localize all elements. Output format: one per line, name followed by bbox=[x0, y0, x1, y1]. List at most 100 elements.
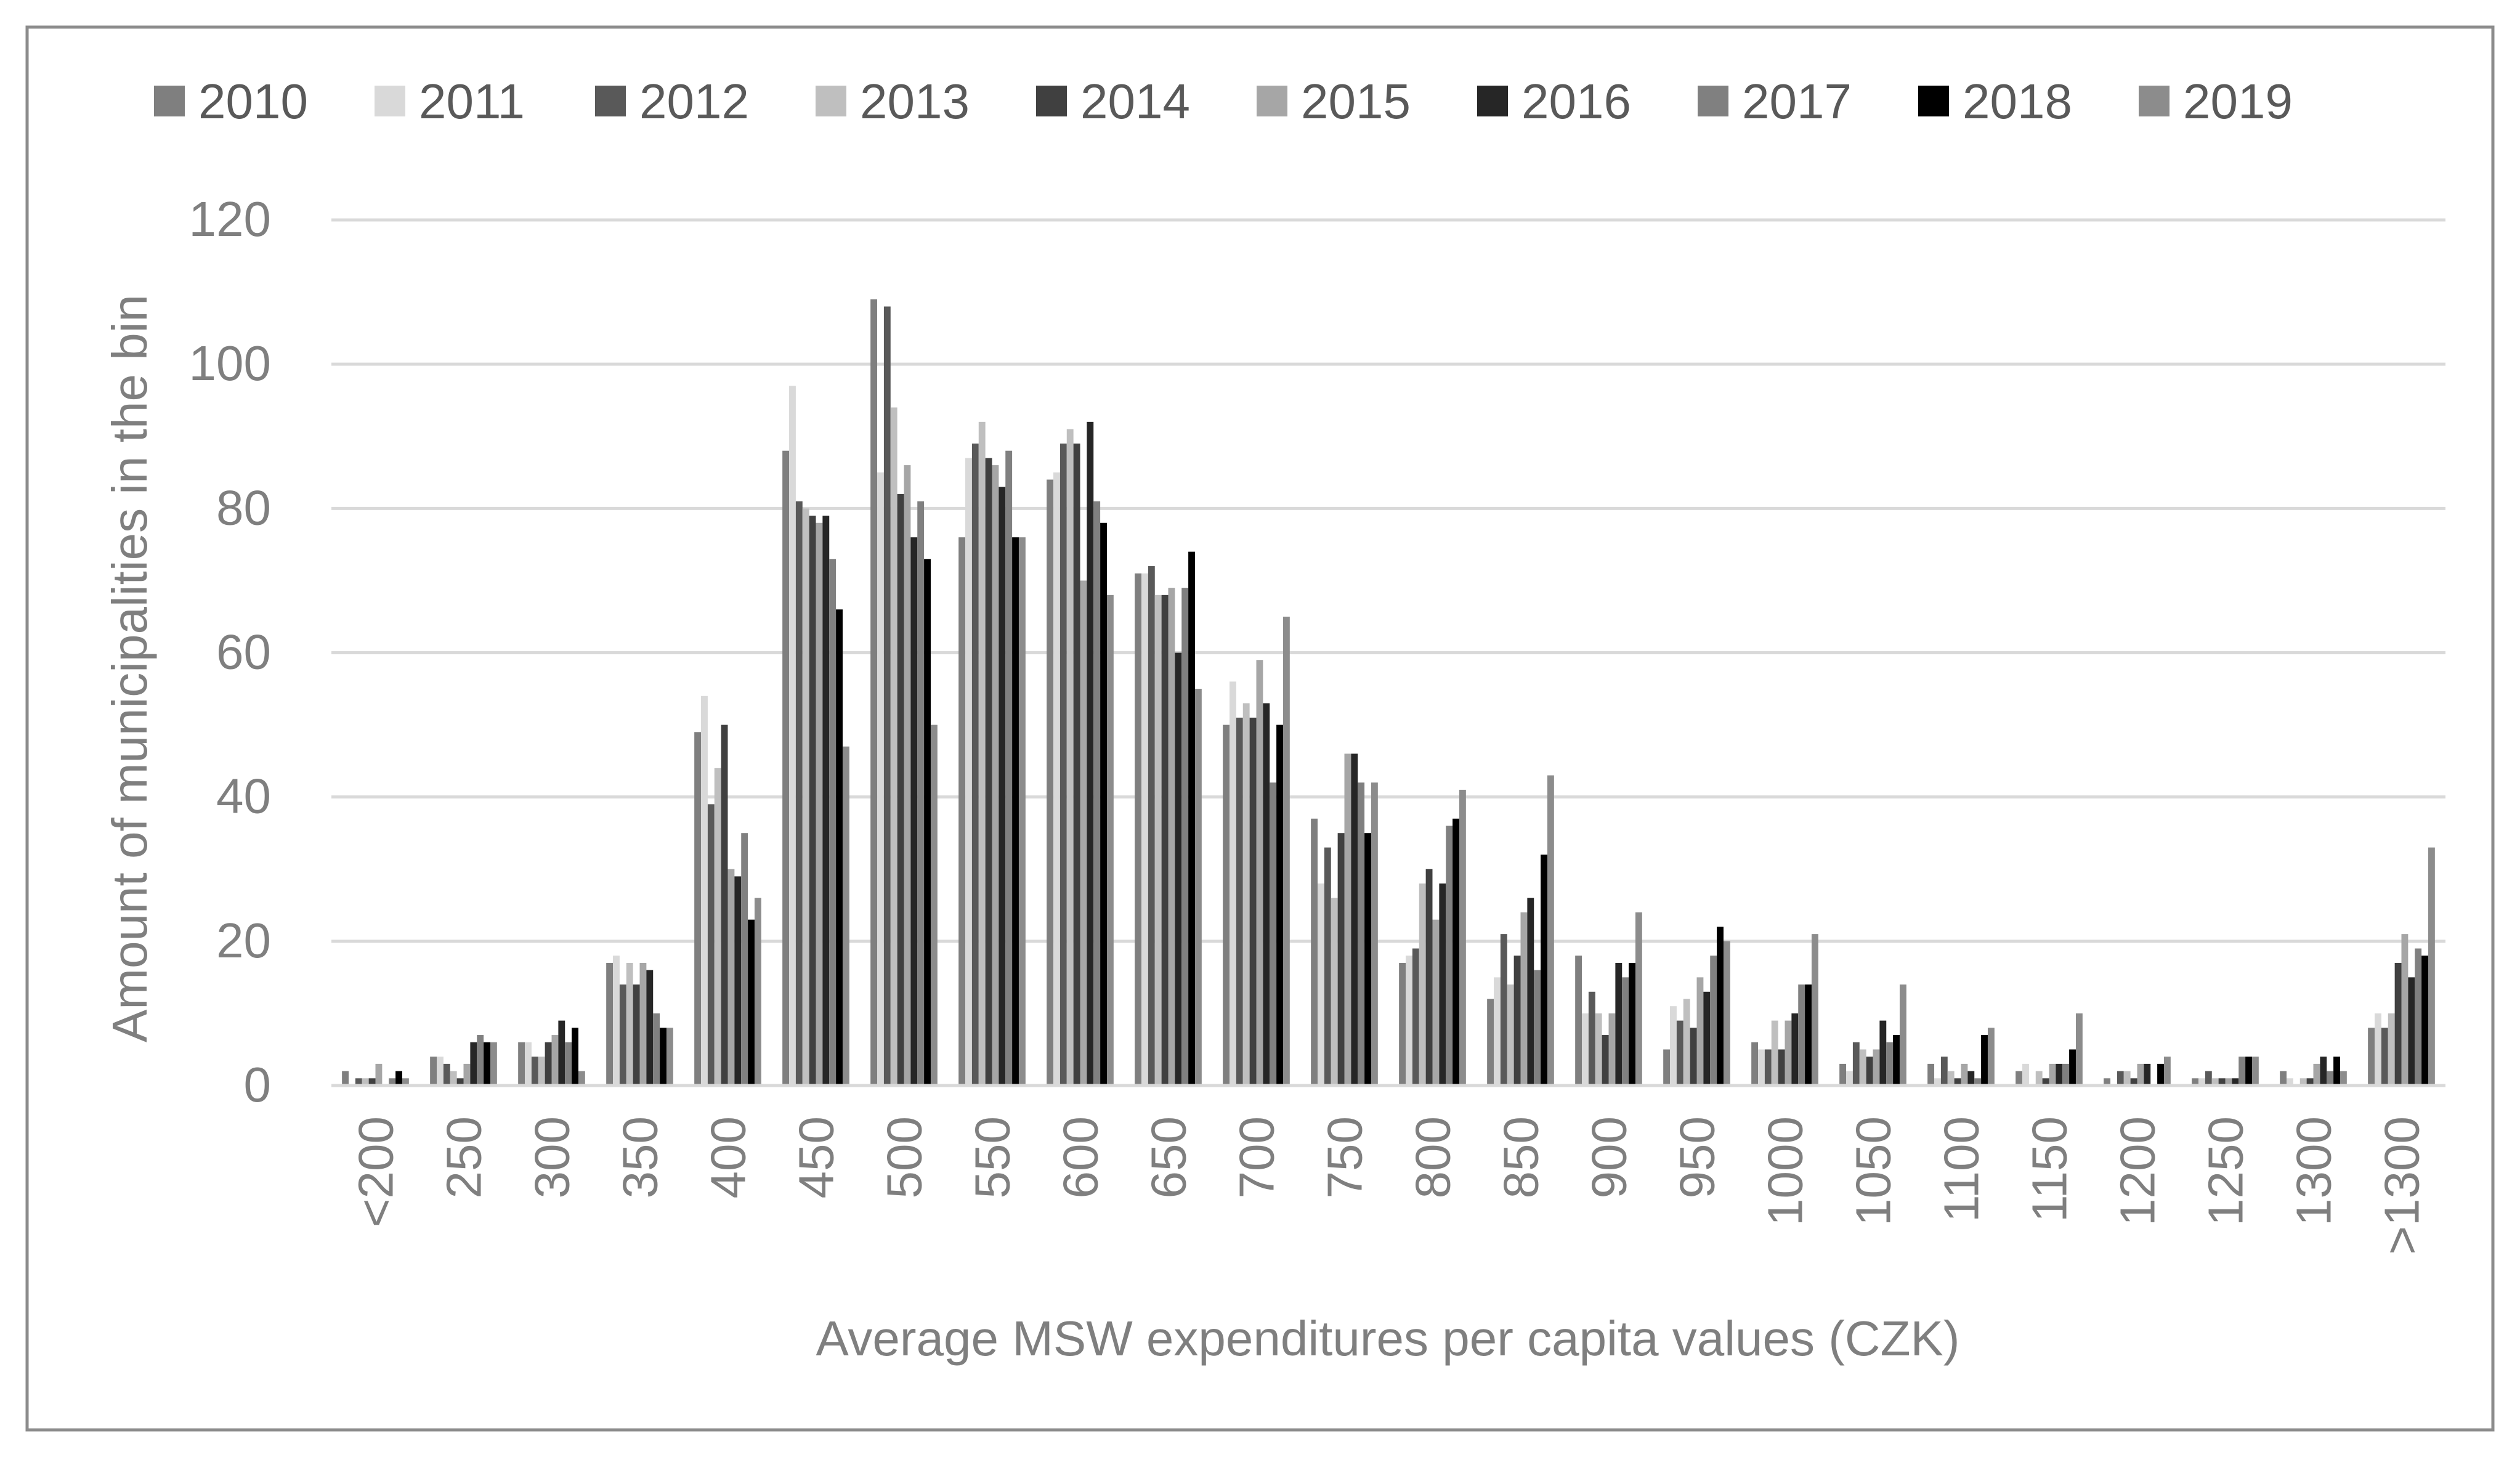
bar bbox=[930, 724, 938, 1086]
bar bbox=[1194, 689, 1202, 1086]
bar bbox=[789, 386, 796, 1086]
bar bbox=[2375, 1013, 2381, 1086]
x-tick-label: 350 bbox=[613, 1116, 668, 1198]
bar bbox=[1236, 717, 1243, 1086]
x-tick-label: 250 bbox=[437, 1116, 492, 1198]
legend-swatch bbox=[375, 86, 405, 116]
x-tick-label: 950 bbox=[1670, 1116, 1725, 1198]
bar bbox=[2327, 1071, 2334, 1086]
bar bbox=[531, 1057, 538, 1086]
x-tick-label: 800 bbox=[1406, 1116, 1461, 1198]
series-2013 bbox=[362, 407, 2395, 1086]
bar bbox=[2232, 1078, 2239, 1086]
bar bbox=[1256, 660, 1263, 1086]
legend-swatch bbox=[1036, 86, 1067, 116]
x-tick-label: 550 bbox=[965, 1116, 1020, 1198]
legend-swatch bbox=[816, 86, 846, 116]
bar bbox=[842, 746, 849, 1086]
bar bbox=[714, 768, 721, 1086]
bar bbox=[355, 1078, 362, 1086]
bar bbox=[910, 537, 918, 1086]
x-tick-label: 1200 bbox=[2110, 1116, 2165, 1226]
bar bbox=[1452, 818, 1459, 1086]
bar bbox=[1981, 1035, 1988, 1086]
legend-label: 2011 bbox=[419, 74, 525, 129]
bar bbox=[1047, 479, 1054, 1086]
bar bbox=[965, 458, 972, 1086]
bar bbox=[477, 1035, 484, 1086]
y-tick-label: 40 bbox=[216, 769, 271, 824]
bar bbox=[795, 501, 803, 1086]
bar bbox=[829, 559, 837, 1086]
bar bbox=[2245, 1057, 2252, 1086]
bar bbox=[2211, 1078, 2219, 1086]
bar bbox=[1547, 775, 1554, 1086]
legend-item: 2015 bbox=[1257, 74, 1411, 129]
bar bbox=[613, 956, 620, 1086]
x-tick-label: 1150 bbox=[2022, 1116, 2077, 1222]
bar bbox=[1181, 588, 1189, 1086]
bar bbox=[484, 1042, 490, 1086]
bar bbox=[904, 465, 911, 1086]
x-axis-ticks: <200 250 300 350 400 450 500 550 600 650 700 750 800… bbox=[331, 1084, 2445, 1255]
bar bbox=[2401, 934, 2409, 1086]
bar bbox=[1073, 443, 1080, 1086]
bar bbox=[1230, 681, 1236, 1086]
bar bbox=[1811, 934, 1818, 1086]
bar bbox=[1161, 595, 1169, 1086]
bar bbox=[430, 1057, 437, 1086]
legend-swatch bbox=[154, 86, 185, 116]
bar bbox=[2022, 1063, 2029, 1086]
x-tick-label: 850 bbox=[1494, 1116, 1549, 1198]
bar bbox=[727, 869, 735, 1086]
x-tick-label: >1300 bbox=[2375, 1116, 2429, 1255]
y-tick-label: 60 bbox=[216, 625, 271, 680]
bar bbox=[1622, 977, 1629, 1086]
x-tick-label: 650 bbox=[1141, 1116, 1196, 1198]
bar bbox=[1093, 501, 1101, 1086]
bar bbox=[368, 1078, 376, 1086]
bar bbox=[1791, 1013, 1799, 1086]
x-tick-label: 600 bbox=[1053, 1116, 1108, 1198]
bar bbox=[525, 1042, 532, 1086]
bar bbox=[660, 1028, 666, 1086]
bar bbox=[1487, 999, 1494, 1086]
bar bbox=[701, 696, 708, 1086]
bar bbox=[565, 1042, 572, 1086]
bar bbox=[2313, 1063, 2320, 1086]
legend-swatch bbox=[1698, 86, 1728, 116]
bar bbox=[1696, 977, 1704, 1086]
bar bbox=[2388, 1013, 2395, 1086]
bar bbox=[1859, 1049, 1866, 1086]
bar bbox=[2016, 1071, 2023, 1086]
bar bbox=[978, 421, 986, 1086]
bar bbox=[619, 984, 626, 1086]
bar bbox=[1778, 1049, 1785, 1086]
bar bbox=[1507, 984, 1514, 1086]
bar bbox=[1223, 724, 1230, 1086]
x-tick-label: 1300 bbox=[2287, 1116, 2341, 1226]
bars bbox=[342, 299, 2435, 1086]
bar bbox=[2157, 1063, 2164, 1086]
bar bbox=[2198, 1078, 2205, 1086]
y-tick-label: 20 bbox=[216, 913, 271, 968]
bar bbox=[2287, 1078, 2293, 1086]
bar bbox=[639, 962, 647, 1086]
bar bbox=[518, 1042, 525, 1086]
bar bbox=[1446, 826, 1453, 1086]
bar bbox=[2299, 1078, 2307, 1086]
bar bbox=[1513, 956, 1521, 1086]
bar bbox=[1961, 1063, 1968, 1086]
bar bbox=[2251, 1057, 2259, 1086]
bar bbox=[870, 299, 878, 1086]
bar bbox=[1141, 573, 1148, 1086]
bar bbox=[782, 450, 790, 1086]
bar bbox=[971, 443, 979, 1086]
bar bbox=[1432, 919, 1440, 1086]
bar bbox=[1582, 1013, 1589, 1086]
legend: 2010 2011 2012 2013 2014 2015 2016 2017 2018 2019 bbox=[154, 74, 2293, 129]
x-tick-label: 1250 bbox=[2198, 1116, 2253, 1226]
legend-label: 2012 bbox=[639, 74, 749, 129]
bar bbox=[1100, 522, 1107, 1086]
bar bbox=[999, 487, 1006, 1086]
